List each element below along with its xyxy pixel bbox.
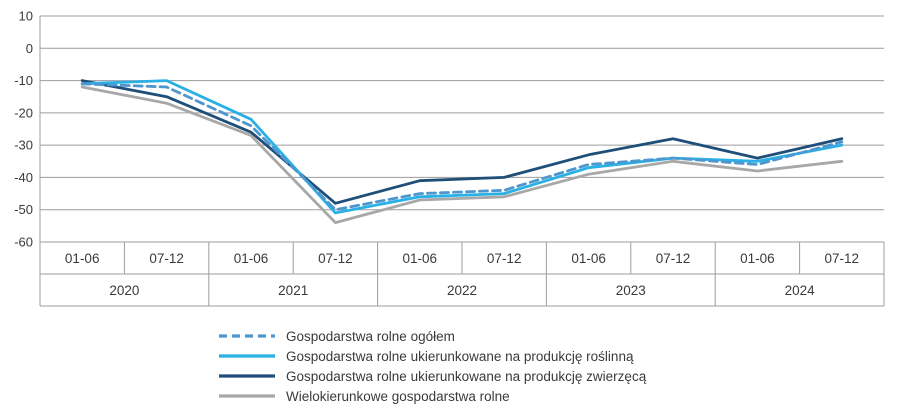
chart-legend: Gospodarstwa rolne ogółem Gospodarstwa ro… [0, 326, 900, 406]
series-line [80, 79, 844, 215]
y-axis-tick-label: -20 [14, 105, 33, 120]
x-axis-period-label: 01-06 [571, 251, 606, 266]
x-axis-year-label: 2021 [278, 283, 308, 298]
legend-dashed-line-swatch [219, 334, 275, 338]
y-axis-tick-label: -40 [14, 170, 33, 185]
y-axis-tick-label: -50 [14, 202, 33, 217]
legend-item: Gospodarstwa rolne ukierunkowane na prod… [218, 366, 900, 386]
x-axis-period-label: 07-12 [318, 251, 353, 266]
x-axis-year-label: 2022 [447, 283, 477, 298]
legend-item: Gospodarstwa rolne ogółem [218, 326, 900, 346]
legend-label: Wielokierunkowe gospodarstwa rolne [286, 388, 510, 404]
legend-line-swatch [219, 394, 275, 398]
x-axis-year-label: 2023 [616, 283, 646, 298]
legend-line-swatch [219, 354, 275, 358]
x-axis-period-label: 01-06 [403, 251, 438, 266]
series-line [80, 82, 844, 212]
x-axis-period-label: 01-06 [234, 251, 269, 266]
legend-label: Gospodarstwa rolne ogółem [286, 328, 455, 344]
legend-line-swatch [219, 374, 275, 378]
x-axis-year-label: 2020 [109, 283, 139, 298]
x-axis-period-label: 07-12 [825, 251, 860, 266]
y-axis-tick-label: -10 [14, 73, 33, 88]
x-axis-period-label: 07-12 [149, 251, 184, 266]
x-axis-period-label: 07-12 [487, 251, 522, 266]
series-line [80, 85, 844, 225]
series-line [80, 79, 844, 205]
y-axis-tick-label: -30 [14, 138, 33, 153]
x-axis-period-label: 07-12 [656, 251, 691, 266]
legend-item: Wielokierunkowe gospodarstwa rolne [218, 386, 900, 406]
x-axis-year-label: 2024 [785, 283, 816, 298]
legend-label: Gospodarstwa rolne ukierunkowane na prod… [286, 348, 634, 364]
line-chart-svg: 10 0 -10 -20 -30 -40 -50 -60 01-06 07-12 01-06 07-1… [14, 9, 885, 307]
legend-item: Gospodarstwa rolne ukierunkowane na prod… [218, 346, 900, 366]
y-axis-tick-label: 10 [19, 9, 33, 24]
x-axis-period-label: 01-06 [740, 251, 775, 266]
y-axis-tick-label: 0 [26, 41, 33, 56]
farm-income-line-chart: 10 0 -10 -20 -30 -40 -50 -60 01-06 07-12 01-06 07-1… [14, 9, 885, 307]
y-axis-tick-label: -60 [14, 235, 33, 250]
x-axis-period-label: 01-06 [65, 251, 100, 266]
legend-label: Gospodarstwa rolne ukierunkowane na prod… [286, 368, 647, 384]
